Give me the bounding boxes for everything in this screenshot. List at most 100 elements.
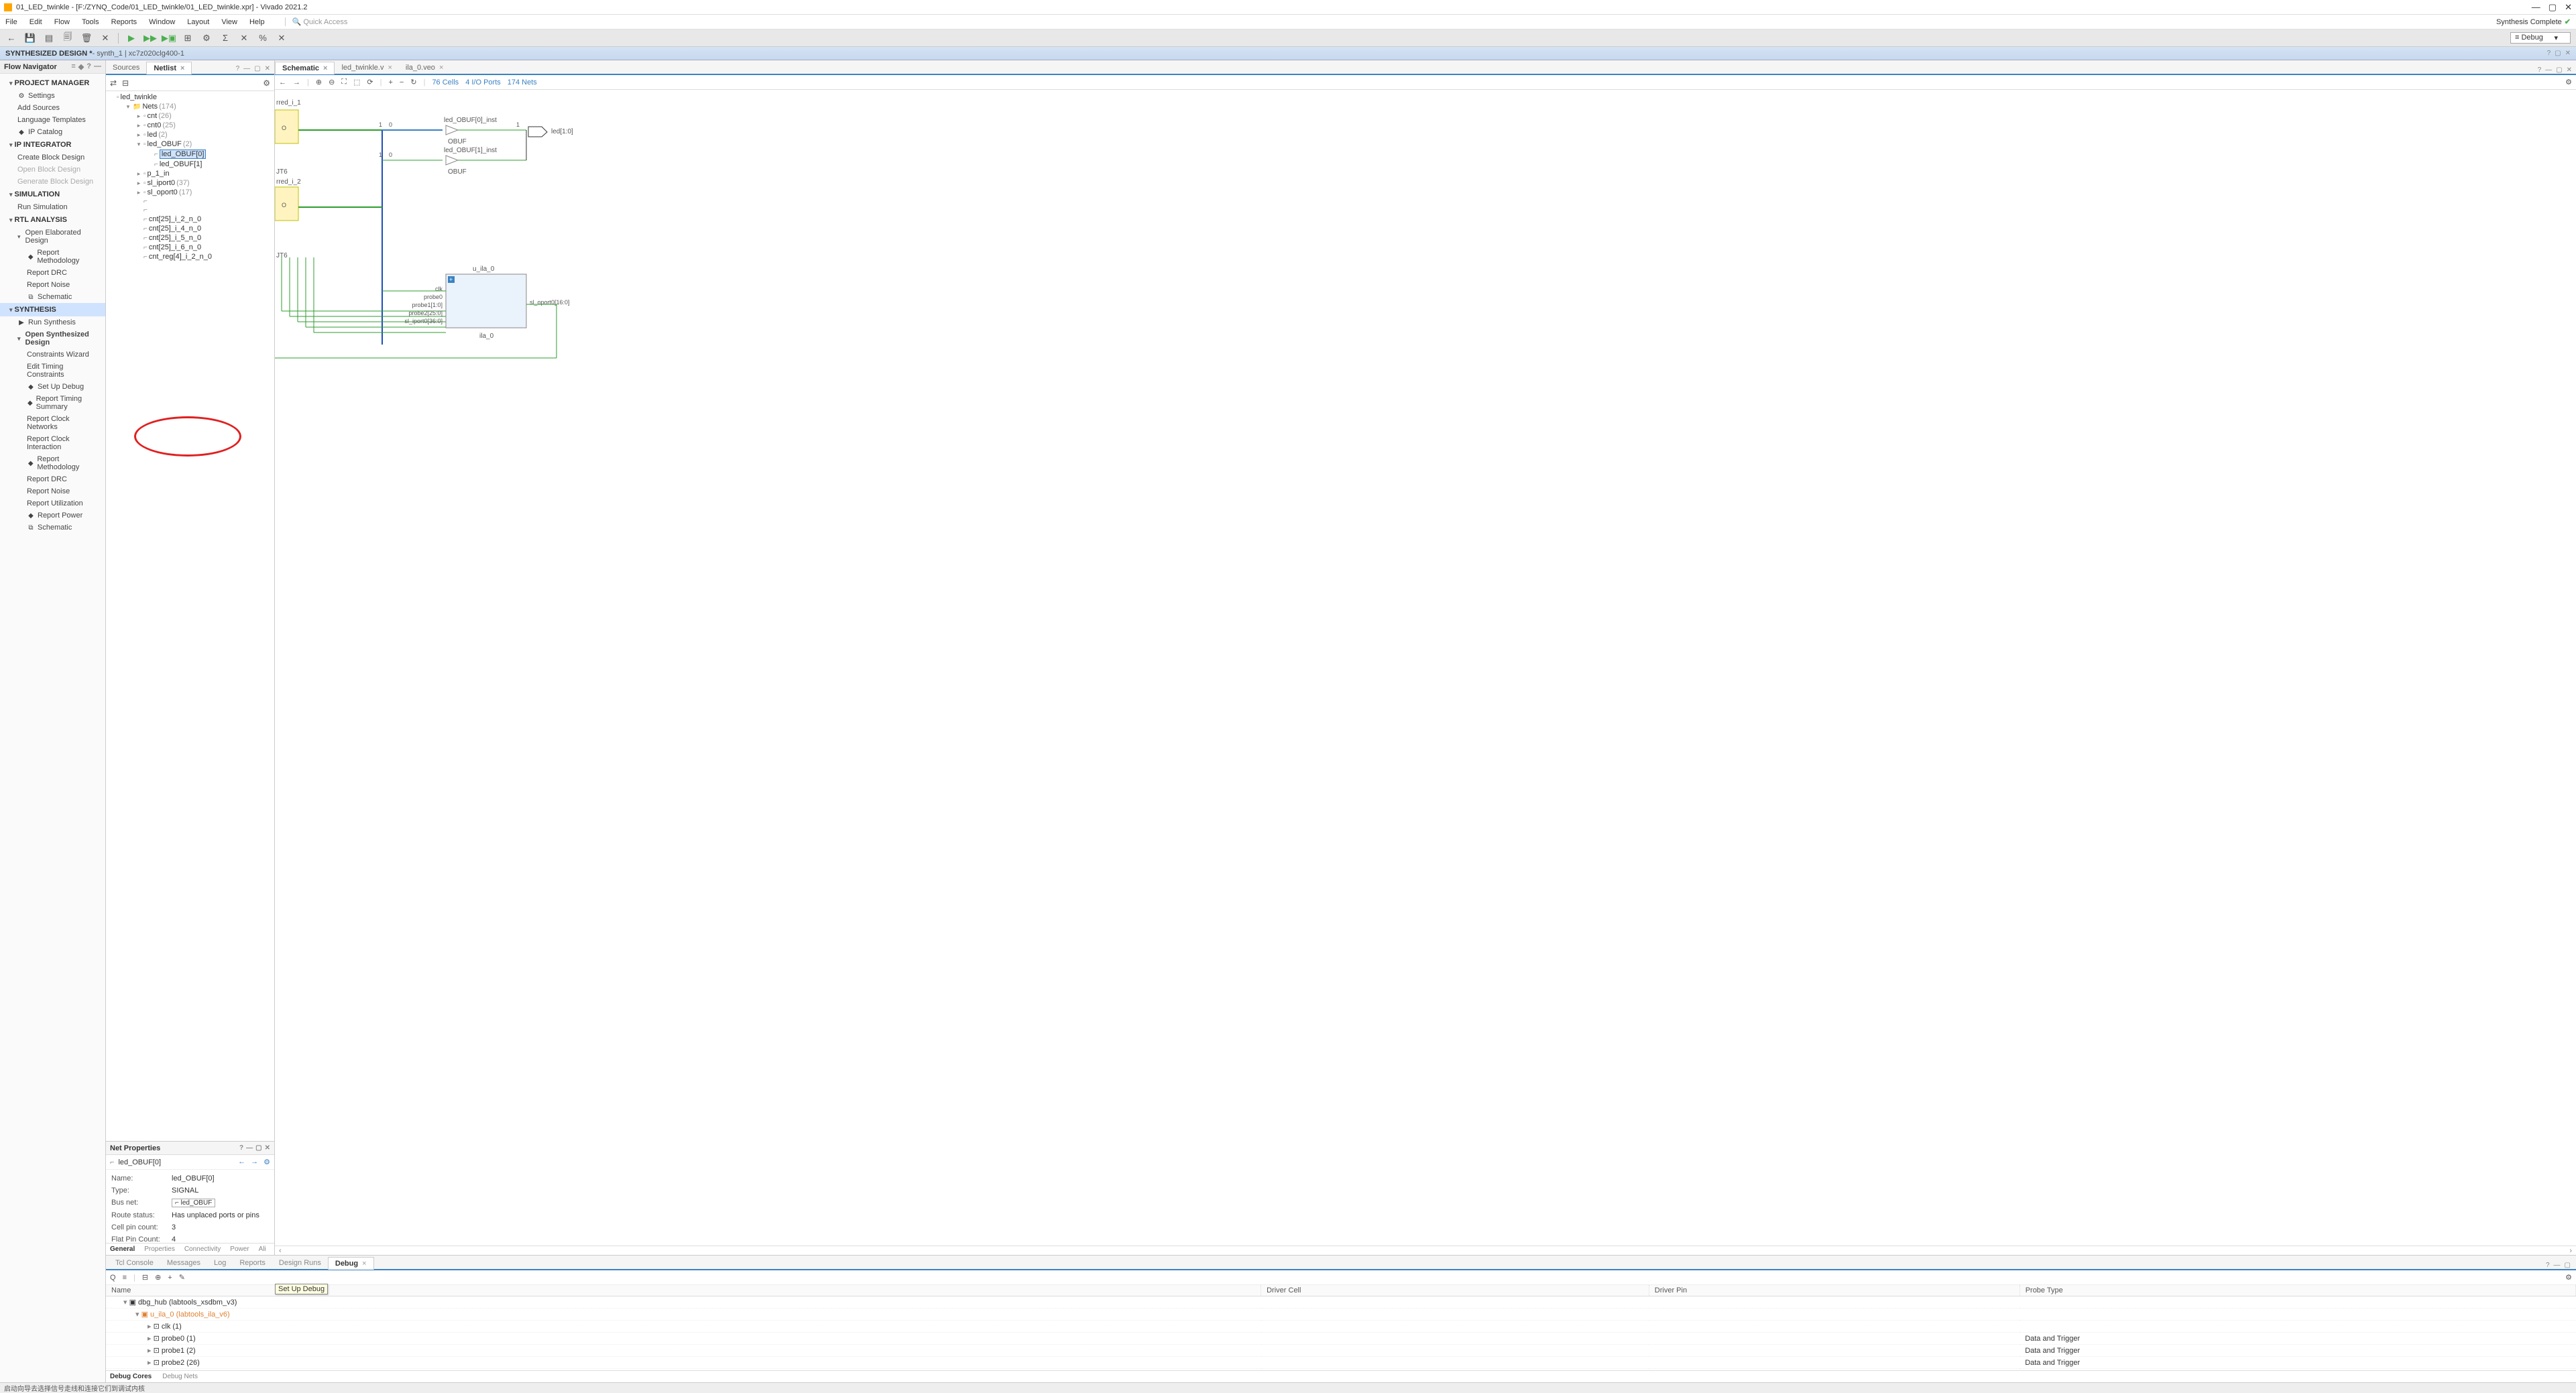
collapse-icon[interactable]: ⊟ <box>142 1273 148 1282</box>
close-button[interactable]: ✕ <box>2565 2 2572 13</box>
help-icon[interactable]: ? <box>2547 50 2551 57</box>
maximize-button[interactable]: ▢ <box>2549 2 2557 13</box>
clear-icon[interactable]: ✕ <box>276 32 288 44</box>
ports-link[interactable]: 4 I/O Ports <box>465 78 501 86</box>
help-icon[interactable]: ? <box>239 1144 243 1152</box>
tree-row[interactable]: ⌐ cnt_reg[4]_i_2_n_0 <box>106 252 274 261</box>
close-icon[interactable]: ✕ <box>2567 66 2572 74</box>
fn-item[interactable]: ◆Report Methodology <box>0 453 105 473</box>
close-bc-icon[interactable]: ✕ <box>2565 50 2571 57</box>
netlist-tree[interactable]: ▫ led_twinkle▾📁 Nets (174)▸▫ cnt (26)▸▫ … <box>106 91 274 1141</box>
tree-row[interactable]: ⌐ <box>106 197 274 206</box>
tree-row[interactable]: ▸▫ cnt0 (25) <box>106 121 274 130</box>
back-icon[interactable]: ← <box>279 78 286 86</box>
bp-tab[interactable]: Log <box>207 1257 233 1269</box>
fn-item[interactable]: Create Block Design <box>0 152 105 164</box>
back-icon[interactable]: ← <box>5 32 17 44</box>
percent-icon[interactable]: % <box>257 32 269 44</box>
menu-flow[interactable]: Flow <box>54 18 70 26</box>
help-icon[interactable]: ? <box>2538 66 2542 74</box>
fn-item[interactable]: ◆Report Methodology <box>0 247 105 267</box>
fn-item[interactable]: Edit Timing Constraints <box>0 361 105 381</box>
table-row[interactable]: ▾ ▣ dbg_hub (labtools_xsdbm_v3) <box>106 1296 2576 1309</box>
netprops-tab[interactable]: Ali <box>259 1246 266 1253</box>
schematic-canvas[interactable]: rred_i_1OJT6rred_i_2OJT61010led_OBUF[0]_… <box>275 90 2576 1246</box>
fn-section[interactable]: SIMULATION <box>0 188 105 201</box>
menu-file[interactable]: File <box>5 18 17 26</box>
tree-row[interactable]: ⌐ <box>106 206 274 215</box>
max-icon[interactable]: ▢ <box>255 1144 261 1152</box>
fn-section[interactable]: SYNTHESIS <box>0 303 105 316</box>
netprops-tab[interactable]: Connectivity <box>184 1246 221 1253</box>
menu-view[interactable]: View <box>221 18 237 26</box>
table-row[interactable]: ▸ ⊡ probe2 (26)Data and Trigger <box>106 1357 2576 1369</box>
fn-item[interactable]: ▶Run Synthesis <box>0 316 105 328</box>
tab-netlist[interactable]: Netlist× <box>146 62 192 74</box>
fn-item[interactable]: Open Synthesized Design <box>0 328 105 349</box>
minimize-button[interactable]: — <box>2532 2 2540 13</box>
tab-sources[interactable]: Sources <box>106 61 146 74</box>
sigma-icon[interactable]: Σ <box>219 32 231 44</box>
tree-row[interactable]: ▸▫ sl_iport0 (37) <box>106 178 274 188</box>
search-icon[interactable]: Q <box>110 1274 116 1282</box>
max-icon[interactable]: ▢ <box>2555 50 2561 57</box>
fit-icon[interactable]: ⛶ <box>341 78 347 86</box>
fn-item[interactable]: ⚙Settings <box>0 90 105 102</box>
fn-section[interactable]: PROJECT MANAGER <box>0 76 105 90</box>
fn-section[interactable]: RTL ANALYSIS <box>0 213 105 227</box>
tree-row[interactable]: ▸▫ sl_oport0 (17) <box>106 188 274 197</box>
filter-icon[interactable]: ≡ <box>123 1274 127 1282</box>
add-probe-icon[interactable]: + <box>168 1274 172 1282</box>
fwd-icon[interactable]: → <box>293 78 300 86</box>
netprops-tab[interactable]: General <box>110 1246 135 1253</box>
h-scrollbar[interactable]: ‹ › <box>275 1246 2576 1255</box>
tree-row[interactable]: ⌐ led_OBUF[0] <box>106 149 274 160</box>
tree-row[interactable]: ▸▫ cnt (26) <box>106 111 274 121</box>
fn-item[interactable]: Open Elaborated Design <box>0 227 105 247</box>
menu-edit[interactable]: Edit <box>30 18 42 26</box>
stop-icon[interactable]: ⊞ <box>182 32 194 44</box>
table-row[interactable]: ▸ ⊡ clk (1) <box>106 1321 2576 1333</box>
reload-icon[interactable]: ↻ <box>410 78 416 86</box>
menu-layout[interactable]: Layout <box>187 18 209 26</box>
bp-tab[interactable]: Debug× <box>328 1257 374 1270</box>
bp-tab[interactable]: Reports <box>233 1257 272 1269</box>
fn-item[interactable]: ◆Report Power <box>0 509 105 522</box>
fn-section[interactable]: IP INTEGRATOR <box>0 138 105 152</box>
nets-link[interactable]: 174 Nets <box>508 78 537 86</box>
tree-row[interactable]: ▸▫ led (2) <box>106 130 274 139</box>
fn-item[interactable]: Constraints Wizard <box>0 349 105 361</box>
min-icon[interactable]: — <box>243 65 250 72</box>
table-row[interactable]: ▸ Unassigned Debug Nets (0) <box>106 1369 2576 1371</box>
save-icon[interactable]: 💾 <box>24 32 36 44</box>
menu-window[interactable]: Window <box>149 18 175 26</box>
debug-table[interactable]: NameDriver CellDriver PinProbe Type ▾ ▣ … <box>106 1285 2576 1370</box>
fn-item[interactable]: ◆IP Catalog <box>0 126 105 138</box>
edit-icon[interactable]: ✎ <box>179 1273 185 1282</box>
help-icon[interactable]: ? <box>236 65 240 72</box>
tree-row[interactable]: ⌐ cnt[25]_i_6_n_0 <box>106 243 274 252</box>
bp-tab[interactable]: Design Runs <box>272 1257 328 1269</box>
add-icon[interactable]: + <box>388 78 392 86</box>
filter-icon[interactable]: ⇄ <box>110 78 117 88</box>
remove-icon[interactable]: − <box>400 78 404 86</box>
fn-item[interactable]: ⧉Schematic <box>0 291 105 303</box>
flownav-pin-icon[interactable]: ◆ <box>78 62 84 71</box>
tree-row[interactable]: ▾▫ led_OBUF (2) <box>106 139 274 149</box>
cells-link[interactable]: 76 Cells <box>432 78 459 86</box>
netprops-tab[interactable]: Power <box>230 1246 249 1253</box>
quick-access[interactable]: 🔍 Quick Access <box>285 17 348 26</box>
tree-row[interactable]: ⌐ cnt[25]_i_5_n_0 <box>106 233 274 243</box>
select-icon[interactable]: ⬚ <box>353 78 360 86</box>
fn-item[interactable]: Add Sources <box>0 102 105 114</box>
gear-icon[interactable]: ⚙ <box>2565 78 2572 86</box>
layout-select[interactable]: ≡ Debug ▾ <box>2510 32 2571 44</box>
fn-item[interactable]: Report Clock Networks <box>0 413 105 433</box>
run3-icon[interactable]: ▶▣ <box>163 32 175 44</box>
close-icon[interactable]: × <box>180 64 184 72</box>
menu-help[interactable]: Help <box>249 18 265 26</box>
menu-reports[interactable]: Reports <box>111 18 137 26</box>
bp-footer-tab[interactable]: Debug Nets <box>162 1373 198 1380</box>
flownav-min-icon[interactable]: — <box>94 62 101 71</box>
refresh-icon[interactable]: ⟳ <box>367 78 373 86</box>
